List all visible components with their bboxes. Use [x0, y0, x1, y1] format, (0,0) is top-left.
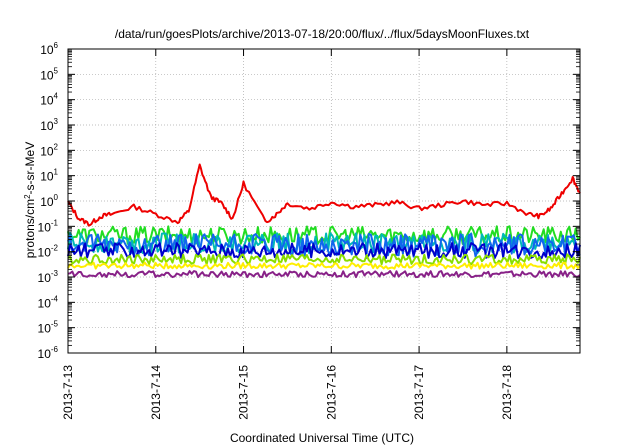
y-tick-label: 101: [40, 168, 58, 184]
x-axis-label: Coordinated Universal Time (UTC): [230, 431, 414, 445]
y-tick-label: 103: [40, 117, 58, 133]
y-tick-label-exponent: 1: [54, 168, 59, 177]
x-tick-label: 2013-7-14: [149, 365, 163, 420]
y-axis-label-part: -s-sr-MeV: [23, 142, 37, 195]
y-tick-label-exponent: -3: [51, 269, 59, 278]
y-tick-label-base: 10: [40, 68, 54, 82]
y-tick-label: 106: [40, 41, 58, 57]
y-tick-label: 102: [40, 142, 58, 158]
y-tick-label-base: 10: [40, 195, 54, 209]
y-tick-label: 10-5: [38, 320, 59, 336]
y-tick-label-base: 10: [40, 94, 54, 108]
x-tick-label: 2013-7-17: [412, 365, 426, 420]
y-tick-label-exponent: 2: [54, 142, 59, 151]
series-line: [67, 270, 581, 279]
y-tick-label-base: 10: [40, 144, 54, 158]
y-tick-label-exponent: -5: [51, 320, 59, 329]
chart-series: [67, 163, 581, 279]
x-tick-label: 2013-7-18: [500, 365, 514, 420]
series-line: [67, 225, 581, 245]
y-tick-label-exponent: -1: [51, 218, 59, 227]
y-tick-label: 10-2: [38, 244, 59, 260]
y-tick-label-exponent: 4: [54, 92, 59, 101]
series-line: [67, 242, 581, 260]
series-line: [67, 232, 581, 258]
y-tick-label-base: 10: [38, 271, 52, 285]
x-tick-label: 2013-7-13: [61, 365, 75, 420]
y-tick-label-base: 10: [40, 170, 54, 184]
y-tick-label-exponent: -4: [51, 294, 59, 303]
y-tick-label-exponent: 3: [54, 117, 59, 126]
y-tick-label-base: 10: [40, 119, 54, 133]
x-tick-label: 2013-7-16: [324, 365, 338, 420]
y-tick-label-exponent: -2: [51, 244, 59, 253]
y-tick-label-base: 10: [38, 220, 52, 234]
series-line: [67, 261, 581, 270]
y-tick-label-base: 10: [38, 322, 52, 336]
y-tick-label-exponent: 0: [54, 193, 59, 202]
y-tick-label: 10-1: [38, 218, 59, 234]
y-tick-label: 100: [40, 193, 58, 209]
y-tick-label: 10-4: [38, 294, 59, 310]
y-axis-label-exponent: 2: [23, 194, 32, 199]
y-tick-label-base: 10: [38, 347, 52, 361]
y-tick-label-base: 10: [40, 43, 54, 57]
chart-ticks: 10-610-510-410-310-210-11001011021031041…: [38, 41, 580, 420]
chart-grid: [68, 49, 580, 353]
y-tick-label-base: 10: [38, 246, 52, 260]
series-line: [67, 253, 581, 266]
x-tick-label: 2013-7-15: [237, 365, 251, 420]
y-axis-label: protons/cm2-s-sr-MeV: [23, 142, 38, 258]
series-line: [67, 163, 581, 227]
y-tick-label-exponent: -6: [51, 345, 59, 354]
y-tick-label-exponent: 5: [54, 66, 59, 75]
y-tick-label: 10-6: [38, 345, 59, 361]
y-axis-label-part: protons/cm: [23, 199, 37, 258]
y-tick-label: 105: [40, 66, 58, 82]
y-tick-label: 104: [40, 92, 58, 108]
y-tick-label: 10-3: [38, 269, 59, 285]
y-tick-label-base: 10: [38, 296, 52, 310]
y-tick-label-exponent: 6: [54, 41, 59, 50]
chart-title: /data/run/goesPlots/archive/2013-07-18/2…: [115, 27, 530, 41]
